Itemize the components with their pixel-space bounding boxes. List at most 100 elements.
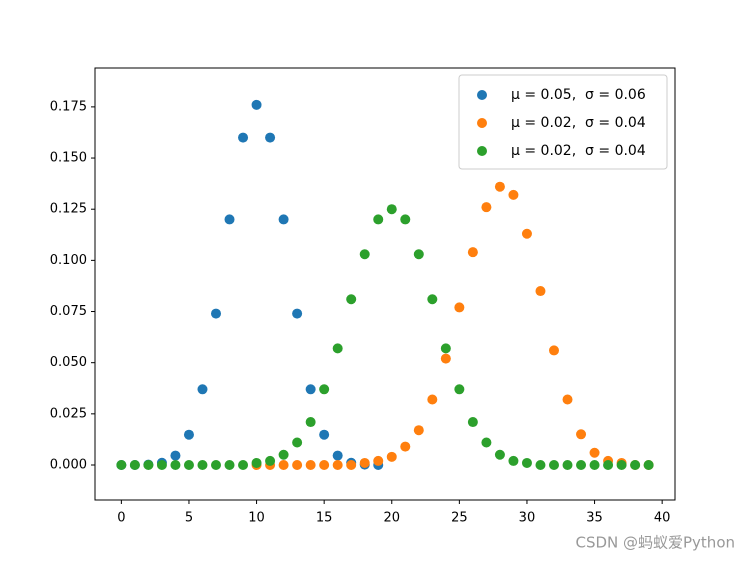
point xyxy=(129,460,140,471)
point xyxy=(278,460,289,471)
point xyxy=(183,460,194,471)
point xyxy=(238,132,249,143)
y-tick-label: 0.050 xyxy=(50,355,87,370)
point xyxy=(197,460,208,471)
point xyxy=(576,460,587,471)
point xyxy=(292,460,303,471)
point xyxy=(319,460,330,471)
x-tick-label: 5 xyxy=(185,511,193,526)
y-tick-label: 0.100 xyxy=(50,253,87,268)
x-tick-label: 30 xyxy=(519,511,536,526)
point xyxy=(494,181,505,192)
point xyxy=(332,343,343,354)
point xyxy=(589,447,600,458)
point xyxy=(535,286,546,297)
point xyxy=(251,457,262,468)
point xyxy=(278,449,289,460)
point xyxy=(576,429,587,440)
point xyxy=(305,384,316,395)
x-tick-label: 35 xyxy=(586,511,603,526)
point xyxy=(548,460,559,471)
x-tick-label: 25 xyxy=(451,511,468,526)
point xyxy=(413,425,424,436)
point xyxy=(143,460,154,471)
y-tick-label: 0.175 xyxy=(50,99,87,114)
y-tick-label: 0.125 xyxy=(50,202,87,217)
point xyxy=(413,249,424,260)
point xyxy=(603,460,614,471)
point xyxy=(562,460,573,471)
point xyxy=(643,460,654,471)
plot-frame xyxy=(94,67,676,501)
legend-label: μ = 0.05, σ = 0.06 xyxy=(511,87,646,103)
x-tick-label: 0 xyxy=(117,511,125,526)
point xyxy=(305,460,316,471)
y-tick-label: 0.025 xyxy=(50,406,87,421)
point xyxy=(346,294,357,305)
point xyxy=(467,417,478,428)
point xyxy=(548,345,559,356)
point xyxy=(440,343,451,354)
point xyxy=(386,451,397,462)
point xyxy=(616,460,627,471)
point xyxy=(521,228,532,239)
point xyxy=(156,460,167,471)
legend: μ = 0.05, σ = 0.06 μ = 0.02, σ = 0.04 μ = … xyxy=(458,74,668,170)
watermark: CSDN @蚂蚁爱Python xyxy=(575,534,735,552)
legend-marker xyxy=(477,146,487,156)
point xyxy=(251,99,262,110)
x-tick-label: 40 xyxy=(654,511,671,526)
legend-marker xyxy=(477,118,487,128)
point xyxy=(116,460,127,471)
point xyxy=(197,384,208,395)
legend-marker xyxy=(477,90,487,100)
point xyxy=(562,394,573,405)
point xyxy=(494,449,505,460)
legend-box xyxy=(458,74,668,170)
point xyxy=(183,429,194,440)
point xyxy=(373,214,384,225)
point xyxy=(211,460,222,471)
x-tick-label: 15 xyxy=(316,511,333,526)
point xyxy=(427,294,438,305)
point xyxy=(292,308,303,319)
point xyxy=(440,353,451,364)
point xyxy=(224,460,235,471)
point xyxy=(319,384,330,395)
point xyxy=(427,394,438,405)
point xyxy=(332,450,343,461)
point xyxy=(170,450,181,461)
point xyxy=(386,204,397,215)
point xyxy=(305,417,316,428)
point xyxy=(170,460,181,471)
legend-label: μ = 0.02, σ = 0.04 xyxy=(511,143,646,159)
point xyxy=(521,457,532,468)
point xyxy=(508,189,519,200)
point xyxy=(332,460,343,471)
point xyxy=(467,247,478,258)
point xyxy=(400,441,411,452)
point xyxy=(292,437,303,448)
point xyxy=(481,202,492,213)
point xyxy=(359,457,370,468)
point xyxy=(481,437,492,448)
point xyxy=(265,132,276,143)
x-tick-label: 20 xyxy=(383,511,400,526)
point xyxy=(373,455,384,466)
y-tick-label: 0.000 xyxy=(50,458,87,473)
point xyxy=(211,308,222,319)
point xyxy=(454,384,465,395)
point xyxy=(278,214,289,225)
point xyxy=(359,249,370,260)
y-tick-label: 0.150 xyxy=(50,151,87,166)
point xyxy=(589,460,600,471)
point xyxy=(454,302,465,313)
point xyxy=(346,460,357,471)
point xyxy=(319,429,330,440)
x-tick-label: 10 xyxy=(248,511,265,526)
y-tick-label: 0.075 xyxy=(50,304,87,319)
point xyxy=(224,214,235,225)
point xyxy=(508,455,519,466)
